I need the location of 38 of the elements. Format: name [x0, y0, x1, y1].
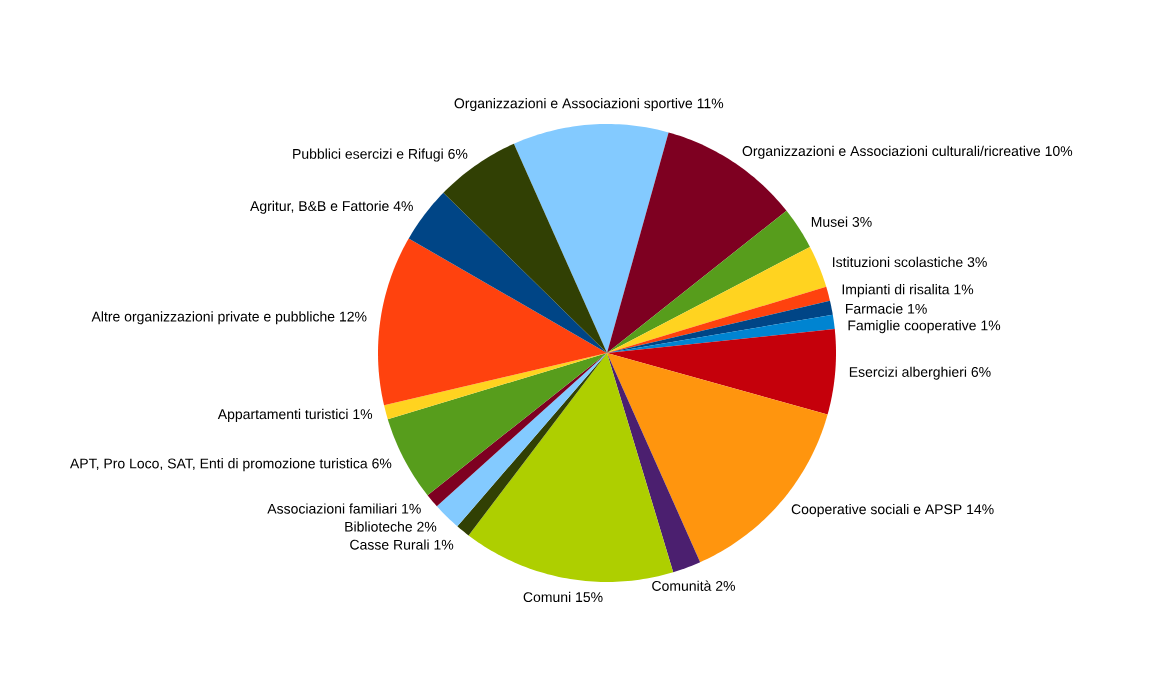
data-label: 2% — [715, 581, 736, 591]
slice-label: APT, Pro Loco, SAT, Enti di promozione turistica — [69, 458, 368, 472]
slice-label: Cooperative sociali e APSP — [791, 503, 962, 517]
data-label: 15% — [576, 592, 603, 603]
data-label: 12% — [340, 311, 367, 322]
slice-label: Farmacie — [846, 303, 903, 314]
data-label: 4% — [393, 201, 413, 211]
slice-label: Istituzioni scolastiche — [833, 256, 963, 268]
slice-label: Associazioni familiari — [267, 503, 397, 514]
data-label: 3% — [967, 257, 987, 268]
data-label: 2% — [417, 521, 437, 532]
slice-label: Famiglie cooperative — [848, 320, 976, 334]
slice-label: Altre organizzazioni private e pubbliche — [91, 311, 335, 325]
data-label: 1% — [954, 284, 974, 295]
slice-label: Esercizi alberghieri — [849, 366, 967, 380]
data-label: 3% — [852, 216, 872, 227]
slice-label: Impianti di risalita — [842, 284, 950, 298]
slice-label: Biblioteche — [345, 521, 413, 532]
slice-label: Organizzazioni e Associazioni sportive — [454, 97, 693, 112]
data-label: 1% — [434, 539, 454, 550]
data-label: 1% — [353, 409, 373, 420]
slice-label: Comuni — [523, 591, 571, 603]
slice-label: Pubblici esercizi e Rifugi — [293, 148, 443, 162]
data-label: 14% — [967, 504, 994, 515]
slice-label: Comunità — [652, 580, 712, 591]
slice-label: Appartamenti turistici — [217, 408, 348, 422]
slice-label: Organizzazioni e Associazioni culturali/ricreative — [742, 145, 1041, 159]
data-label: 6% — [372, 458, 392, 469]
slice-label: Casse Rurali — [350, 539, 429, 550]
slice-label: Agritur, B&B e Fattorie — [250, 200, 389, 214]
data-label: 1% — [908, 303, 927, 314]
data-label: 11% — [697, 98, 724, 109]
data-label: 6% — [448, 148, 468, 159]
data-label: 6% — [971, 367, 991, 377]
data-label: 10% — [1045, 146, 1073, 157]
data-label: 1% — [981, 320, 1001, 331]
slice-label: Musei — [811, 216, 848, 227]
data-label: 1% — [402, 503, 421, 514]
